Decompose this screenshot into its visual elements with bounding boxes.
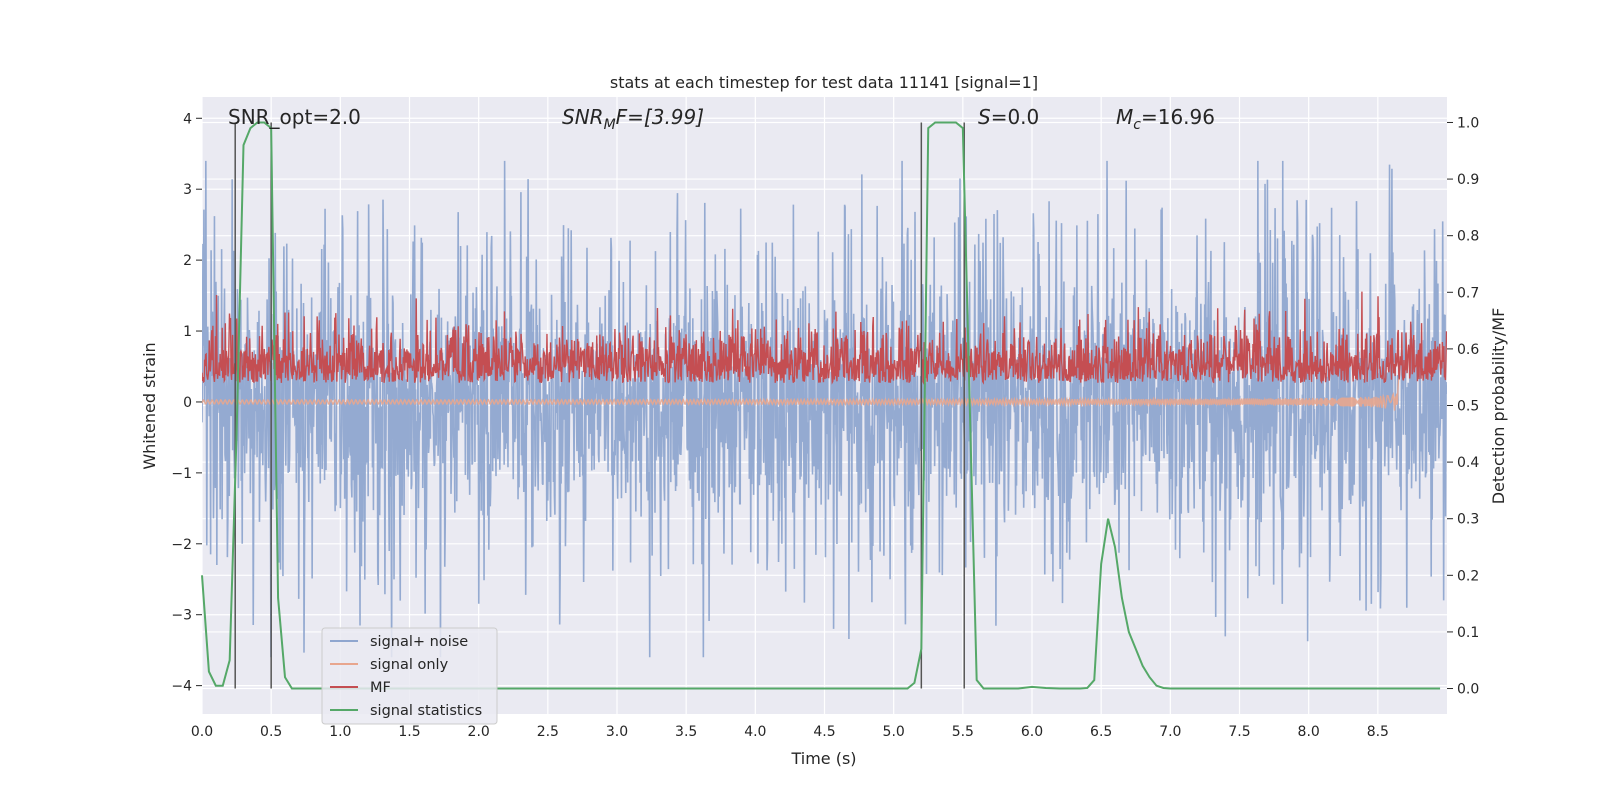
x-tick-11: 5.5 bbox=[952, 724, 974, 740]
signal-statistics-line bbox=[201, 121, 1441, 690]
y-left-tick-0: 4 bbox=[183, 111, 192, 127]
chart-title: stats at each timestep for test data 111… bbox=[610, 73, 1038, 92]
x-axis-label: Time (s) bbox=[790, 749, 856, 768]
x-tick-1: 0.5 bbox=[260, 724, 282, 740]
x-tick-2: 1.0 bbox=[329, 724, 351, 740]
annotation-snr-opt: SNR_opt=2.0 bbox=[228, 105, 361, 129]
mf-line bbox=[202, 291, 1447, 386]
y-axis-label-right: Detection probability/MF bbox=[1489, 308, 1508, 505]
annotation-mc: Mc=16.96 bbox=[1116, 105, 1215, 133]
x-tick-0: 0.0 bbox=[191, 724, 213, 740]
signal-only-line bbox=[202, 378, 1400, 411]
legend-label-signal-only: signal only bbox=[370, 657, 449, 673]
y-left-tick-7: −3 bbox=[171, 608, 192, 624]
y-left-tick-5: −1 bbox=[171, 466, 192, 482]
legend-frame bbox=[321, 627, 498, 725]
y-right-tick-7: 0.3 bbox=[1457, 512, 1479, 528]
y-axis-label-left: Whitened strain bbox=[140, 342, 159, 469]
annotation-s-main: S bbox=[978, 105, 991, 129]
annotation-s-rest: =0.0 bbox=[991, 105, 1040, 129]
y-right-tick-10: 0.0 bbox=[1457, 682, 1479, 698]
y-right-tick-2: 0.8 bbox=[1457, 229, 1479, 245]
legend-label-signal-noise: signal+ noise bbox=[370, 634, 468, 650]
y-left-tick-3: 1 bbox=[183, 324, 192, 340]
y-right-tick-1: 0.9 bbox=[1457, 172, 1479, 188]
x-tick-9: 4.5 bbox=[813, 724, 835, 740]
annotation-mc-sub: c bbox=[1133, 117, 1141, 133]
x-tick-17: 8.5 bbox=[1367, 724, 1389, 740]
y-right-tick-0: 1.0 bbox=[1457, 115, 1479, 131]
x-tick-8: 4.0 bbox=[744, 724, 766, 740]
y-right-tick-3: 0.7 bbox=[1457, 285, 1479, 301]
legend: signal+ noise signal only MF signal stat… bbox=[321, 627, 498, 725]
annotation-snr-mf: SNRMF=[3.99] bbox=[562, 105, 704, 133]
y-right-tick-8: 0.2 bbox=[1457, 568, 1479, 584]
annotation-mc-rest: =16.96 bbox=[1141, 105, 1215, 129]
x-tick-4: 2.0 bbox=[468, 724, 490, 740]
x-tick-6: 3.0 bbox=[606, 724, 628, 740]
x-tick-labels: 0.0 0.5 1.0 1.5 2.0 2.5 3.0 3.5 4.0 4.5 5.0 5.5 6.0 6… bbox=[191, 724, 1389, 740]
x-tick-10: 5.0 bbox=[883, 724, 905, 740]
y-left-tick-6: −2 bbox=[171, 537, 192, 553]
y-right-tick-5: 0.5 bbox=[1457, 399, 1479, 415]
x-tick-14: 7.0 bbox=[1159, 724, 1181, 740]
x-tick-12: 6.0 bbox=[1021, 724, 1043, 740]
x-tick-7: 3.5 bbox=[675, 724, 697, 740]
y-right-tick-9: 0.1 bbox=[1457, 625, 1479, 641]
annotation-snr-mf-main: SNR bbox=[562, 105, 604, 129]
annotation-mc-main: M bbox=[1116, 105, 1133, 129]
series-signal-only bbox=[202, 378, 1400, 411]
y-right-tick-4: 0.6 bbox=[1457, 342, 1479, 358]
x-tick-5: 2.5 bbox=[537, 724, 559, 740]
x-tick-15: 7.5 bbox=[1228, 724, 1250, 740]
y-left-tick-labels: 4 3 2 1 0 −1 −2 −3 −4 bbox=[171, 111, 202, 695]
series-mf bbox=[202, 291, 1447, 386]
x-tick-13: 6.5 bbox=[1090, 724, 1112, 740]
y-right-tick-6: 0.4 bbox=[1457, 455, 1479, 471]
y-left-tick-1: 3 bbox=[183, 182, 192, 198]
x-tick-3: 1.5 bbox=[398, 724, 420, 740]
annotation-snr-mf-sub: M bbox=[604, 117, 616, 133]
annotation-snr-mf-rest: F=[3.99] bbox=[616, 105, 704, 129]
annotation-s: S=0.0 bbox=[978, 105, 1039, 129]
legend-label-signal-statistics: signal statistics bbox=[370, 703, 482, 719]
y-right-tick-labels: 1.0 0.9 0.8 0.7 0.6 0.5 0.4 0.3 0.2 0.1 0.0 bbox=[1447, 115, 1479, 698]
legend-label-mf: MF bbox=[370, 680, 391, 696]
x-tick-16: 8.0 bbox=[1298, 724, 1320, 740]
y-left-tick-4: 0 bbox=[183, 395, 192, 411]
series-signal-statistics bbox=[201, 121, 1441, 690]
y-left-tick-2: 2 bbox=[183, 253, 192, 269]
y-left-tick-8: −4 bbox=[171, 679, 192, 695]
